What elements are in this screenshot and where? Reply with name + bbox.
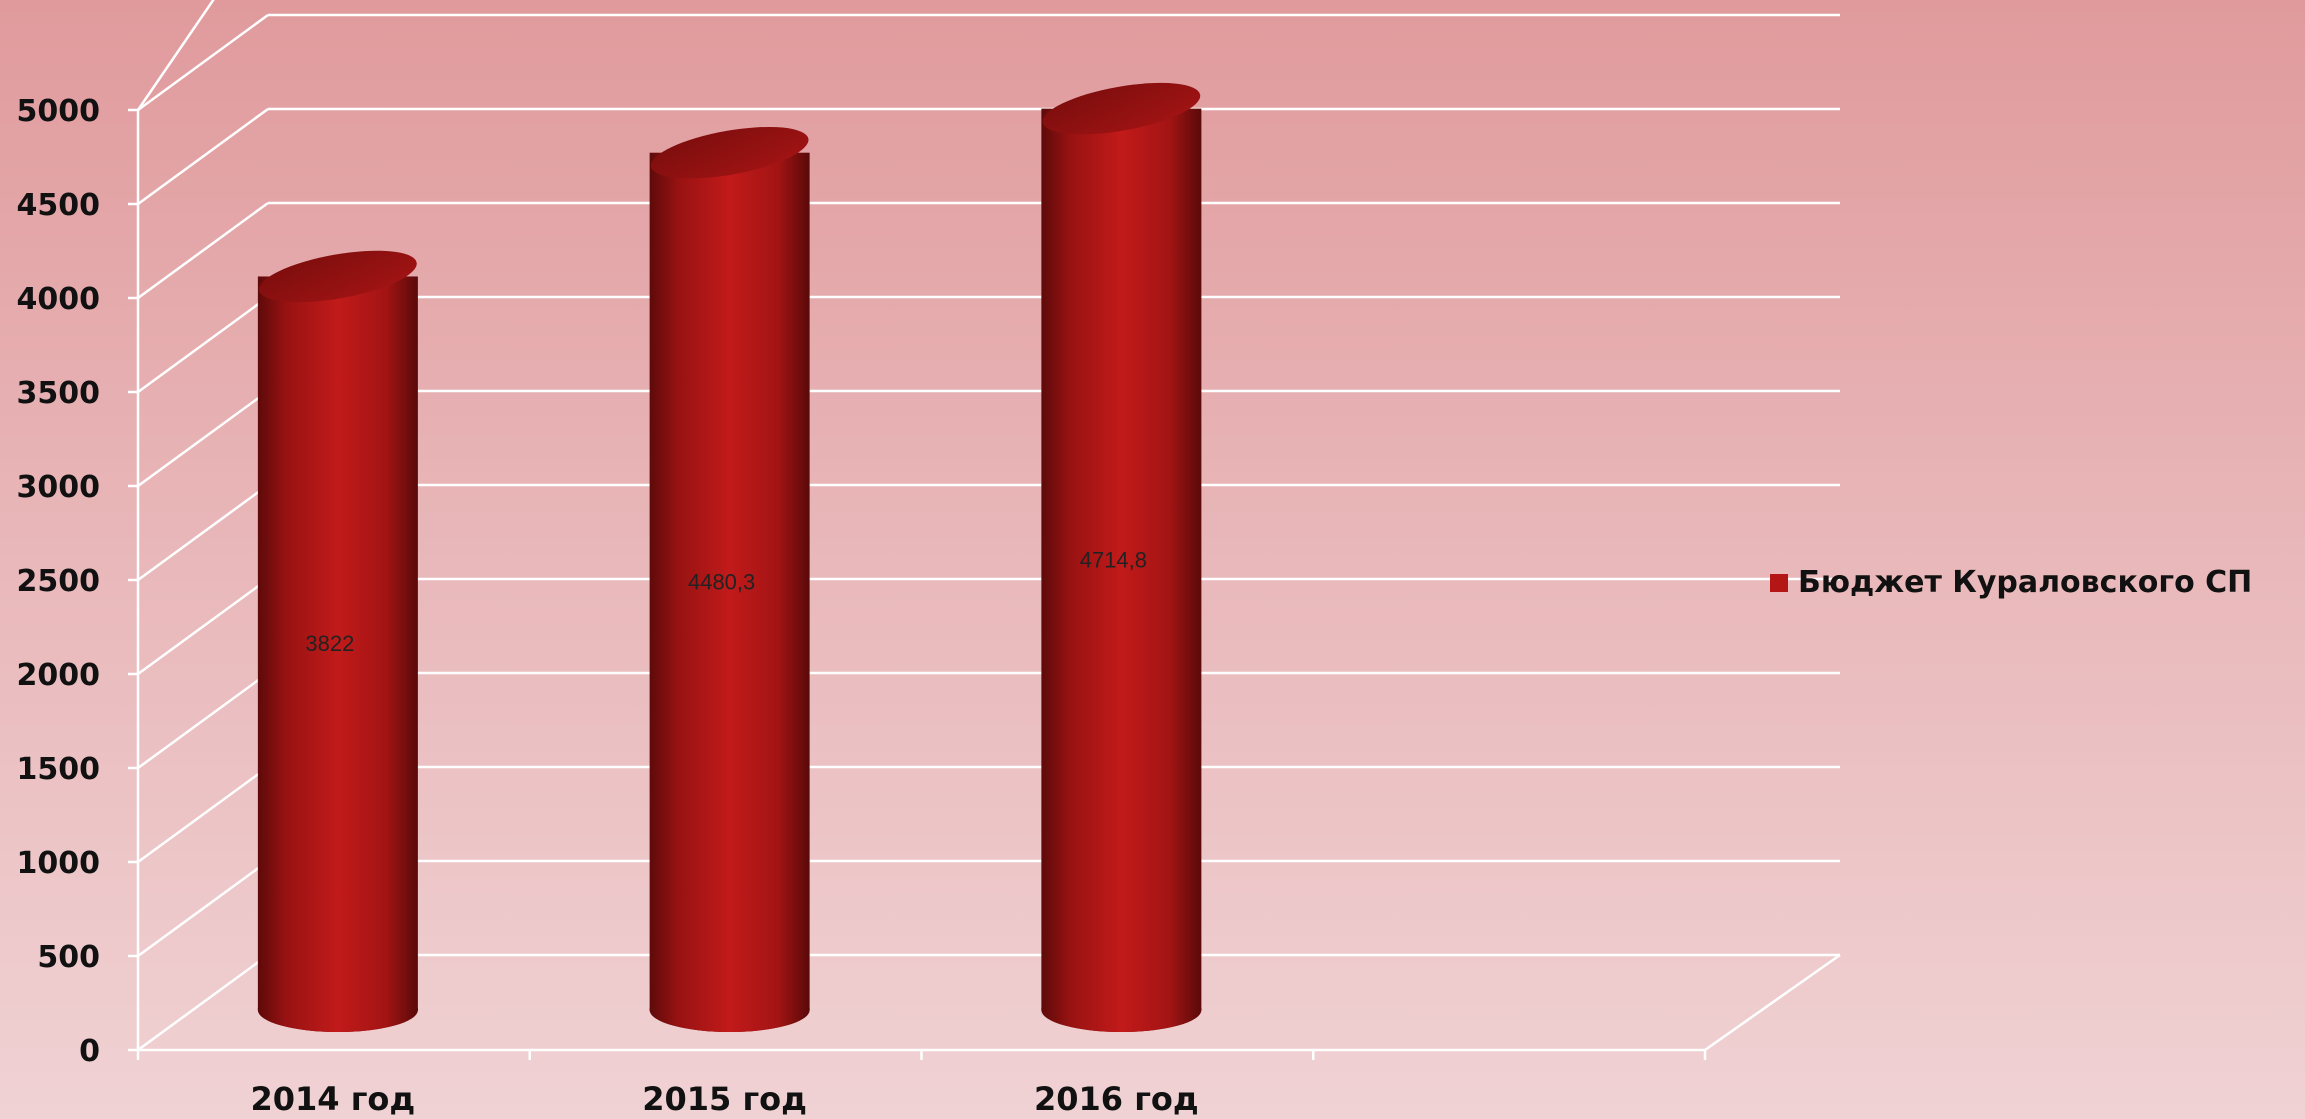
y-tick-label: 3500 (17, 376, 101, 411)
floor-edge (1704, 953, 1841, 1052)
bar (257, 250, 418, 1032)
gridline-depth (137, 765, 269, 864)
y-tick-label: 500 (37, 940, 100, 975)
bar-body (1041, 108, 1202, 1010)
gridline-depth (137, 13, 269, 112)
data-label: 3822 (305, 631, 354, 656)
data-label: 4714,8 (1080, 547, 1147, 572)
axes (128, 108, 1707, 1060)
gridline-depth (137, 953, 269, 1052)
labels: 0 500 1000 1500 2000 2500 3000 3500 4000 4500 5000… (17, 94, 1199, 1118)
x-tick-label: 2014 год (251, 1080, 416, 1118)
bar (649, 126, 810, 1032)
y-tick-label: 1000 (17, 846, 101, 881)
y-tick-label: 5000 (17, 94, 101, 129)
gridline-depth (136, 0, 215, 111)
y-tick-label: 1500 (17, 752, 101, 787)
bar-base-front (257, 1008, 418, 1032)
legend-swatch (1770, 573, 1788, 592)
gridline-depth (137, 483, 269, 582)
bar (1041, 82, 1202, 1032)
data-label: 4480,3 (688, 569, 755, 594)
bar-body (649, 152, 810, 1010)
y-tick-label: 2500 (17, 564, 101, 599)
gridline-depth (137, 577, 269, 676)
bars (257, 82, 1202, 1032)
y-tick-label: 4000 (17, 282, 101, 317)
gridline-depth (137, 201, 269, 300)
y-tick-label: 2000 (17, 658, 101, 693)
x-tick-label: 2015 год (642, 1080, 807, 1118)
bar-body (257, 276, 418, 1010)
y-tick-label: 4500 (17, 188, 101, 223)
gridline-depth (137, 389, 269, 488)
bar-top (650, 126, 809, 179)
gridline-depth (137, 859, 269, 958)
legend: Бюджет Кураловского СП (1770, 565, 2252, 600)
y-tick-label: 0 (79, 1034, 100, 1069)
gridline-depth (137, 107, 269, 206)
bar-top (1042, 82, 1201, 135)
gridline-depth (137, 671, 269, 770)
y-tick-label: 3000 (17, 470, 101, 505)
legend-label: Бюджет Кураловского СП (1798, 565, 2253, 600)
bar-top (258, 250, 417, 303)
gridline-depth (137, 295, 269, 394)
bar-base-front (649, 1008, 810, 1032)
bar-base-front (1041, 1008, 1202, 1032)
x-tick-label: 2016 год (1034, 1080, 1199, 1118)
